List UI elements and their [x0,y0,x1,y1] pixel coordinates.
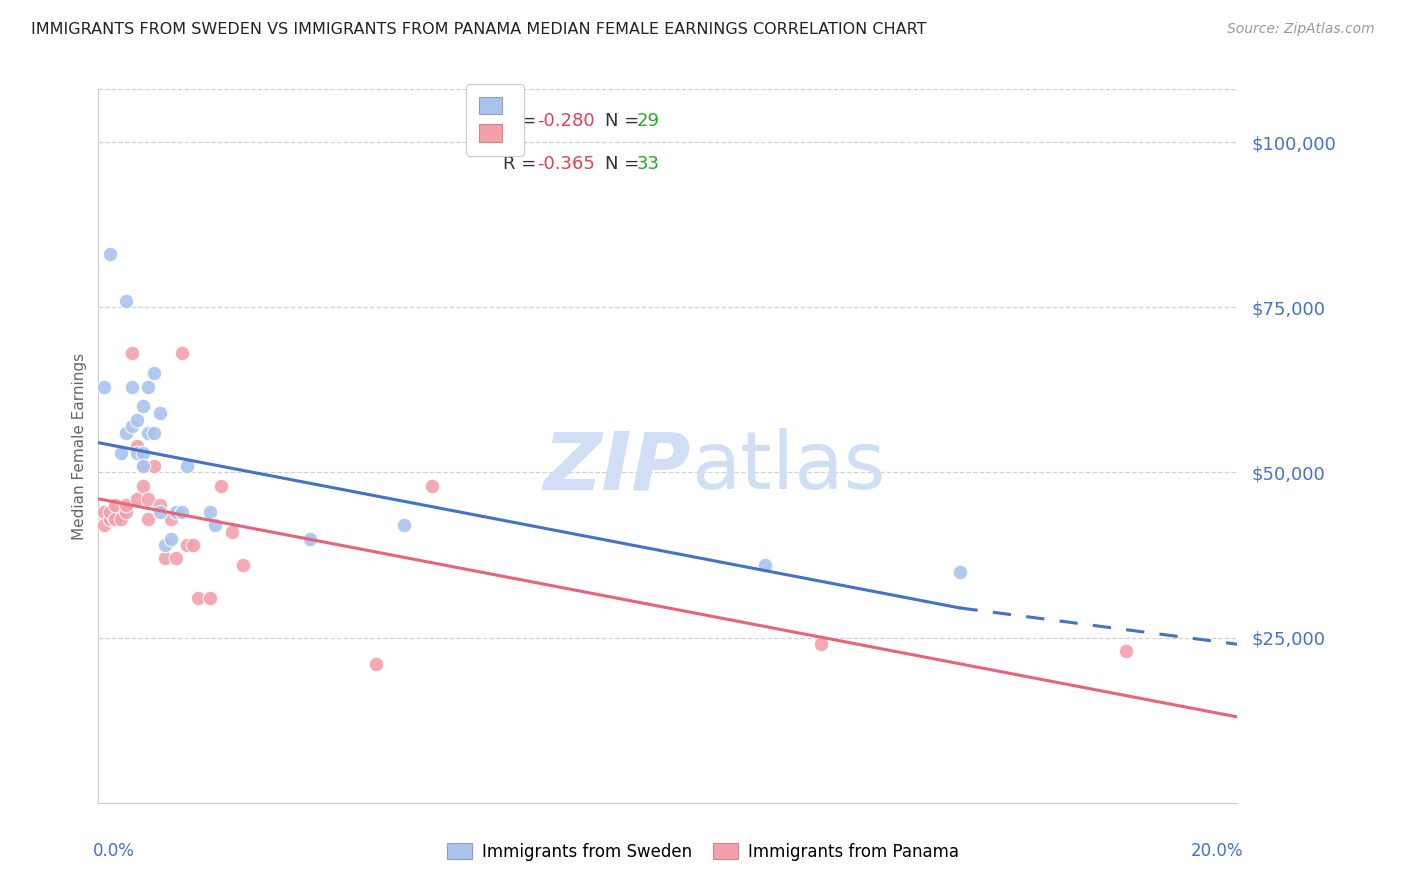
Point [132,400,155,414]
Point [127,445,149,459]
Point [298,532,321,546]
Point [104,511,127,525]
Point [138,379,160,393]
Point [115,499,138,513]
Point [143,367,166,381]
Point [93,518,115,533]
Point [110,445,132,459]
Point [176,538,198,552]
Point [127,412,149,426]
Point [138,491,160,506]
Point [110,511,132,525]
Point [127,491,149,506]
Point [132,445,155,459]
Point [165,505,187,519]
Point [159,532,181,546]
Point [121,379,143,393]
Y-axis label: Median Female Earnings: Median Female Earnings [72,352,87,540]
Point [121,419,143,434]
Text: R =: R = [503,112,541,130]
Point [159,511,181,525]
Text: Source: ZipAtlas.com: Source: ZipAtlas.com [1227,22,1375,37]
Point [176,458,198,473]
Legend: , : , [467,84,524,156]
Text: IMMIGRANTS FROM SWEDEN VS IMMIGRANTS FROM PANAMA MEDIAN FEMALE EARNINGS CORRELAT: IMMIGRANTS FROM SWEDEN VS IMMIGRANTS FRO… [31,22,927,37]
Point [810,637,832,651]
Point [165,551,187,566]
Point [153,538,176,552]
Point [138,511,160,525]
Point [93,505,115,519]
Point [181,538,204,552]
Text: 20.0%: 20.0% [1191,842,1243,860]
Point [132,478,155,492]
Text: 0.0%: 0.0% [93,842,135,860]
Point [143,458,166,473]
Point [98,247,121,261]
Text: R =: R = [503,155,541,173]
Legend: Immigrants from Sweden, Immigrants from Panama: Immigrants from Sweden, Immigrants from … [440,837,966,868]
Point [98,511,121,525]
Point [132,458,155,473]
Point [115,425,138,440]
Point [148,505,170,519]
Point [1115,644,1137,658]
Point [221,524,243,539]
Point [148,406,170,420]
Point [187,591,209,605]
Point [232,558,254,572]
Point [392,518,415,533]
Point [170,346,193,360]
Point [93,379,115,393]
Point [948,565,970,579]
Text: 33: 33 [637,155,659,173]
Point [115,293,138,308]
Point [127,439,149,453]
Text: -0.280: -0.280 [537,112,595,130]
Point [198,591,221,605]
Point [115,505,138,519]
Point [132,458,155,473]
Point [104,499,127,513]
Point [121,346,143,360]
Text: N =: N = [605,112,645,130]
Text: 29: 29 [637,112,659,130]
Point [148,499,170,513]
Text: atlas: atlas [690,428,884,507]
Point [754,558,776,572]
Point [138,425,160,440]
Point [170,505,193,519]
Point [98,505,121,519]
Text: -0.365: -0.365 [537,155,595,173]
Point [420,478,443,492]
Point [366,657,388,671]
Point [209,478,232,492]
Point [198,505,221,519]
Point [143,425,166,440]
Text: ZIP: ZIP [543,428,690,507]
Text: N =: N = [605,155,645,173]
Point [204,518,226,533]
Point [153,551,176,566]
